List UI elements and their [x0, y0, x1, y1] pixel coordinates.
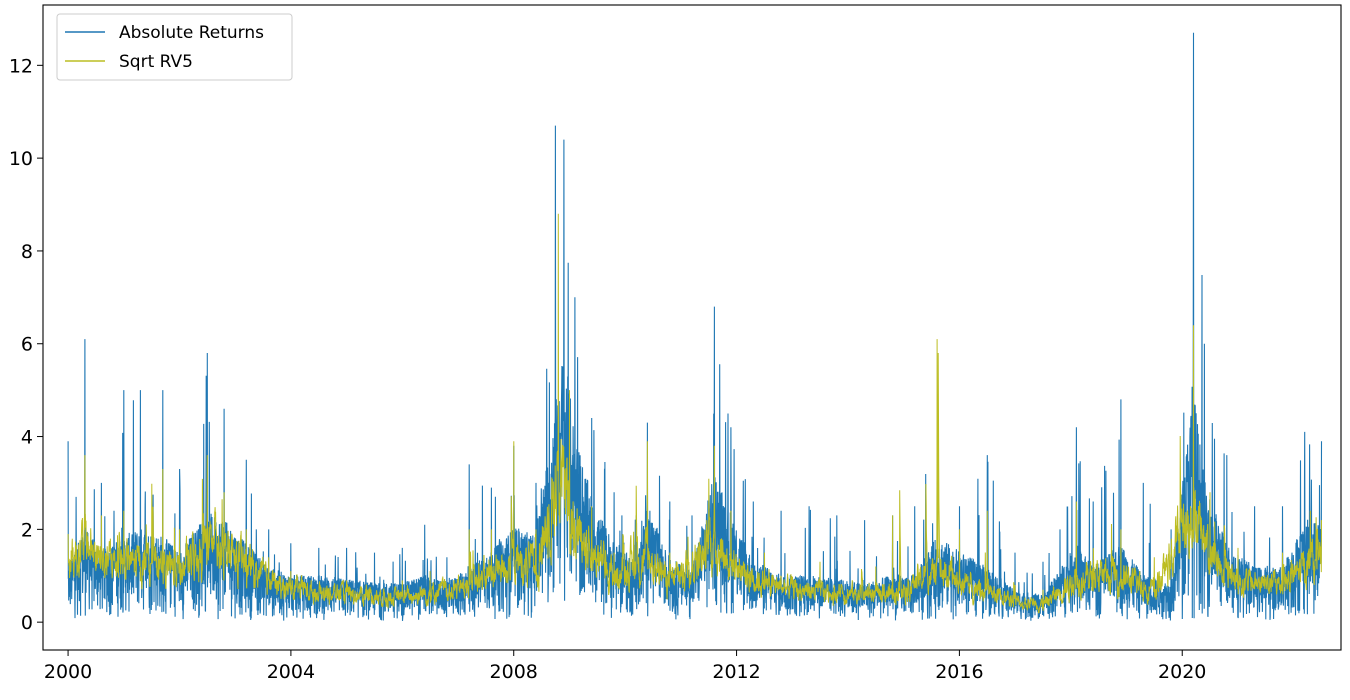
y-tick-label: 0	[21, 612, 33, 634]
y-axis: 0 2 4 6 8 10 12	[9, 55, 43, 634]
legend-label: Absolute Returns	[119, 23, 264, 43]
x-tick-label: 2008	[490, 661, 538, 683]
y-tick-label: 10	[9, 148, 33, 170]
series-line-sqrt-rv5	[67, 213, 1322, 614]
y-tick-label: 12	[9, 55, 33, 77]
x-axis: 2000 2004 2008 2012 2016 2020	[44, 650, 1206, 683]
x-tick-label: 2000	[44, 661, 92, 683]
x-tick-label: 2004	[267, 661, 315, 683]
x-tick-label: 2020	[1158, 661, 1206, 683]
y-tick-label: 4	[21, 427, 33, 449]
x-tick-label: 2016	[935, 661, 983, 683]
plot-frame	[42, 4, 1342, 651]
legend: Absolute Returns Sqrt RV5	[56, 13, 293, 81]
series-layer	[67, 32, 1323, 621]
legend-box	[56, 13, 293, 81]
y-tick-label: 6	[21, 334, 33, 356]
y-tick-label: 2	[21, 519, 33, 541]
y-tick-label: 8	[21, 241, 33, 263]
x-tick-label: 2012	[712, 661, 760, 683]
legend-label: Sqrt RV5	[119, 52, 193, 72]
